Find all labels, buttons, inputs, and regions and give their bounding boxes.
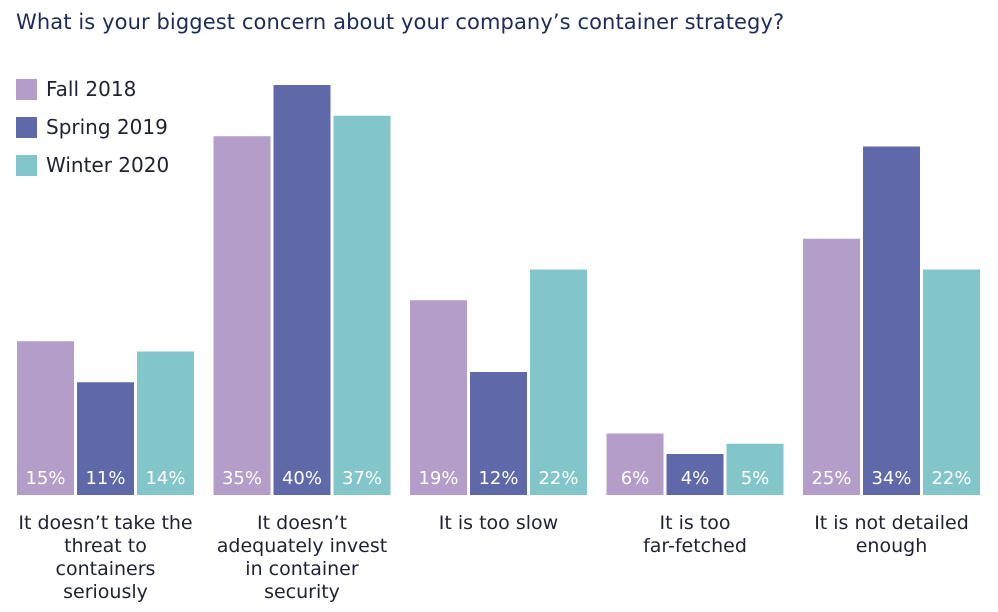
chart-title: What is your biggest concern about your … <box>16 10 785 34</box>
legend-swatch-winter-2020 <box>16 154 37 176</box>
bar-value-label-winter-2020-cat-3: 22% <box>538 468 578 489</box>
bar-value-label-fall-2018-cat-1: 15% <box>25 468 65 489</box>
bar-value-label-spring-2019-cat-5: 34% <box>871 468 911 489</box>
bar-value-label-spring-2019-cat-4: 4% <box>681 468 710 489</box>
bar-winter-2020-cat-1 <box>137 351 194 495</box>
bar-value-label-fall-2018-cat-3: 19% <box>418 468 458 489</box>
bar-value-label-winter-2020-cat-2: 37% <box>342 468 382 489</box>
bar-value-label-fall-2018-cat-4: 6% <box>621 468 650 489</box>
category-label-3: It is too slow <box>439 512 558 534</box>
bar-value-label-fall-2018-cat-2: 35% <box>222 468 262 489</box>
bar-spring-2019-cat-1 <box>77 382 134 495</box>
bar-fall-2018-cat-3 <box>410 300 467 495</box>
category-label-5: It is not detailed enough <box>814 512 969 557</box>
bar-value-label-winter-2020-cat-1: 14% <box>145 468 185 489</box>
bar-winter-2020-cat-4 <box>726 443 784 495</box>
bar-group-2: 35% 40% 37% <box>213 85 391 495</box>
bar-value-label-spring-2019-cat-1: 11% <box>85 468 125 489</box>
category-label-4: It is too far-fetched <box>643 512 747 557</box>
bar-fall-2018-cat-5 <box>803 238 860 495</box>
category-label-1: It doesn’t take the threat to containers se… <box>18 512 192 603</box>
bar-group-3: 19% 12% 22% <box>410 269 587 495</box>
legend-item-spring-2019: Spring 2019 <box>16 108 169 146</box>
bar-winter-2020-cat-2 <box>333 115 391 495</box>
legend-label-spring-2019: Spring 2019 <box>46 115 168 139</box>
bar-winter-2020-cat-5 <box>923 269 980 495</box>
legend: Fall 2018 Spring 2019 Winter 2020 <box>16 70 169 184</box>
legend-swatch-spring-2019 <box>16 116 37 138</box>
bar-value-label-fall-2018-cat-5: 25% <box>811 468 851 489</box>
bar-fall-2018-cat-1 <box>17 341 74 495</box>
bar-spring-2019-cat-2 <box>273 85 331 495</box>
category-label-2: It doesn’t adequately invest in container s… <box>217 512 387 603</box>
bar-value-label-spring-2019-cat-2: 40% <box>282 468 322 489</box>
bar-value-label-spring-2019-cat-3: 12% <box>478 468 518 489</box>
bar-group-4: 6% 4% 5% <box>606 433 784 495</box>
legend-swatch-fall-2018 <box>16 78 37 100</box>
legend-label-winter-2020: Winter 2020 <box>46 153 170 177</box>
legend-item-winter-2020: Winter 2020 <box>16 146 169 184</box>
bar-group-1: 15% 11% 14% <box>17 341 194 495</box>
bar-winter-2020-cat-3 <box>530 269 587 495</box>
bar-fall-2018-cat-4 <box>606 433 664 495</box>
legend-item-fall-2018: Fall 2018 <box>16 70 169 108</box>
bar-spring-2019-cat-4 <box>666 454 724 495</box>
bar-spring-2019-cat-5 <box>863 146 920 495</box>
bar-group-5: 25% 34% 22% <box>803 146 980 495</box>
bar-value-label-winter-2020-cat-5: 22% <box>931 468 971 489</box>
bar-value-label-winter-2020-cat-4: 5% <box>741 468 770 489</box>
bar-fall-2018-cat-2 <box>213 136 271 495</box>
bar-spring-2019-cat-3 <box>470 372 527 495</box>
legend-label-fall-2018: Fall 2018 <box>46 77 137 101</box>
